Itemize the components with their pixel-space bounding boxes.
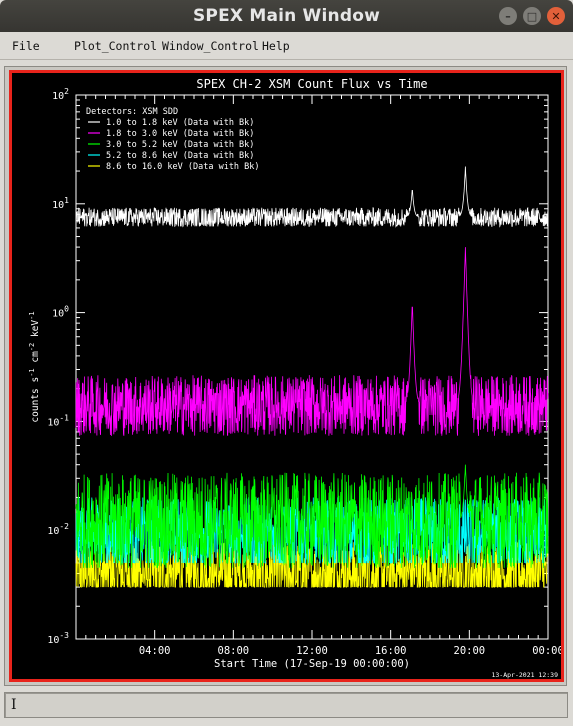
minimize-icon: –: [505, 9, 511, 23]
legend-header: Detectors: XSM SDD: [86, 107, 178, 117]
x-axis-label: Start Time (17-Sep-19 00:00:00): [214, 658, 410, 670]
y-tick-label: 10-1: [47, 413, 69, 428]
plot-area: SPEX CH-2 XSM Count Flux vs Time 102 101 10…: [9, 70, 564, 682]
y-tick-label: 10-2: [47, 522, 69, 537]
window-titlebar: SPEX Main Window – □ ✕: [0, 0, 573, 32]
menu-plot-control[interactable]: Plot_Control: [74, 39, 158, 53]
chart-title: SPEX CH-2 XSM Count Flux vs Time: [196, 77, 427, 91]
x-tick-label: 12:00: [296, 645, 328, 657]
menu-window-control[interactable]: Window_Control: [162, 39, 259, 53]
minimize-button[interactable]: –: [499, 7, 517, 25]
command-input[interactable]: I: [4, 692, 568, 718]
x-tick-label: 20:00: [454, 645, 486, 657]
chart-timestamp: 13-Apr-2021 12:39: [491, 671, 558, 679]
maximize-icon: □: [526, 9, 538, 23]
y-axis-label: counts s-1 cm-2 keV-1: [28, 311, 41, 422]
menu-bar: File Plot_Control Window_Control Help: [0, 32, 573, 60]
legend-entry-label: 1.0 to 1.8 keV (Data with Bk): [106, 118, 254, 128]
x-tick-label: 08:00: [218, 645, 250, 657]
x-tick-label: 00:00: [532, 645, 561, 657]
series-line: [75, 464, 549, 569]
text-cursor-icon: I: [11, 697, 17, 713]
window-title: SPEX Main Window: [192, 6, 380, 26]
series-line: [75, 166, 549, 228]
x-tick-label: 16:00: [375, 645, 407, 657]
y-tick-label: 102: [52, 87, 69, 102]
menu-file[interactable]: File: [12, 39, 40, 53]
xsm-count-flux-chart: SPEX CH-2 XSM Count Flux vs Time 102 101 10…: [28, 77, 561, 679]
y-tick-label: 100: [52, 305, 69, 320]
series-path: [75, 464, 549, 569]
legend-entry-label: 5.2 to 8.6 keV (Data with Bk): [106, 151, 254, 161]
menu-help[interactable]: Help: [262, 39, 290, 53]
window-controls: – □ ✕: [499, 7, 565, 25]
series-path: [75, 247, 549, 436]
series-line: [75, 247, 549, 436]
close-icon: ✕: [551, 9, 561, 23]
y-tick-label: 101: [52, 196, 69, 211]
close-button[interactable]: ✕: [547, 7, 565, 25]
legend-entry-label: 3.0 to 5.2 keV (Data with Bk): [106, 140, 254, 150]
legend-entry-label: 1.8 to 3.0 keV (Data with Bk): [106, 129, 254, 139]
legend-entry-label: 8.6 to 16.0 keV (Data with Bk): [106, 162, 260, 172]
y-tick-label: 10-3: [47, 631, 69, 646]
series-path: [75, 166, 549, 228]
maximize-button[interactable]: □: [523, 7, 541, 25]
x-tick-label: 04:00: [139, 645, 171, 657]
